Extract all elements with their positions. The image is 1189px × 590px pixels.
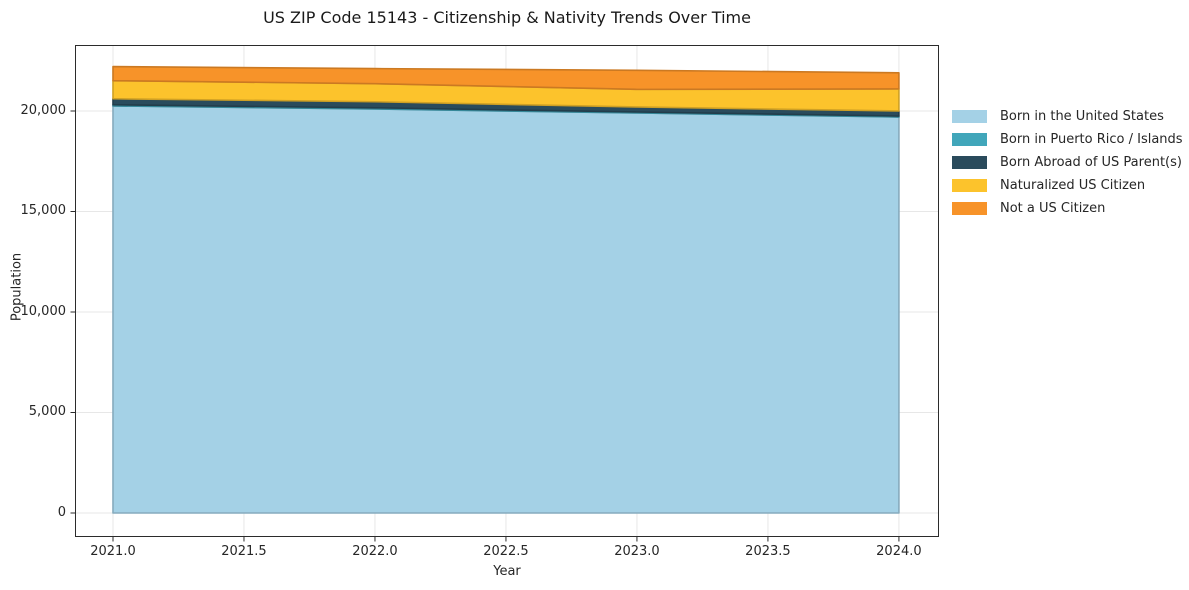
legend-swatch [952,133,987,146]
legend-row: Born Abroad of US Parent(s) [952,156,1183,169]
legend-label: Not a US Citizen [1000,201,1106,216]
y-tick-label: 10,000 [20,303,67,319]
x-tick-label: 2021.5 [221,544,267,559]
legend-label: Born in the United States [1000,109,1164,124]
y-axis-label: Population [9,252,25,322]
legend-row: Born in the United States [952,110,1183,123]
x-tick-label: 2023.0 [614,544,660,559]
legend-row: Born in Puerto Rico / Islands [952,133,1183,146]
y-tick-label: 5,000 [28,404,66,420]
legend-label: Born in Puerto Rico / Islands [1000,132,1183,147]
x-tick-label: 2024.0 [876,544,922,559]
chart-legend: Born in the United States Born in Puerto … [952,110,1183,225]
chart-title: US ZIP Code 15143 - Citizenship & Nativi… [263,8,751,27]
y-tick-label: 0 [57,505,66,520]
x-tick-label: 2021.0 [90,544,136,559]
area-series [112,105,900,514]
legend-label: Born Abroad of US Parent(s) [1000,155,1182,170]
x-axis-label: Year [493,564,521,579]
y-tick-label: 15,000 [20,203,67,219]
x-tick-label: 2022.0 [352,544,398,559]
legend-swatch [952,179,987,192]
legend-swatch [952,202,987,215]
x-tick-label: 2023.5 [745,544,791,559]
area-series [112,65,900,91]
legend-swatch [952,156,987,169]
plot-frame [75,45,939,537]
legend-row: Naturalized US Citizen [952,179,1183,192]
legend-label: Naturalized US Citizen [1000,178,1146,193]
y-tick-label: 20,000 [20,102,67,118]
legend-row: Not a US Citizen [952,202,1183,215]
legend-swatch [952,110,987,123]
x-tick-label: 2022.5 [483,544,529,559]
